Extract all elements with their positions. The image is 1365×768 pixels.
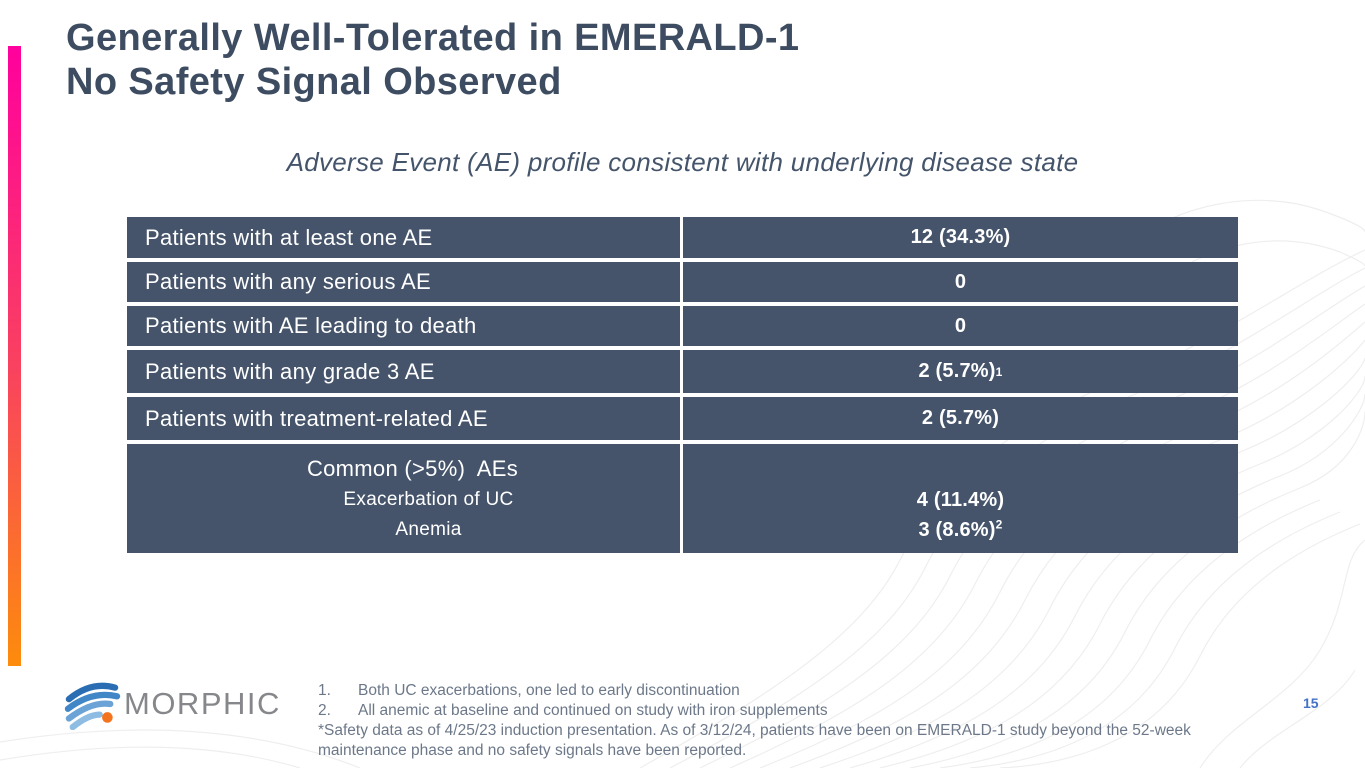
title-line-1: Generally Well-Tolerated in EMERALD-1	[66, 17, 800, 59]
value-text: 0	[954, 314, 967, 337]
table-row-common-aes: Common (>5%) AEs Exacerbation of UC Anem…	[127, 444, 1238, 553]
page-title: Generally Well-Tolerated in EMERALD-1 No…	[66, 16, 799, 104]
value-text: 3 (8.6%)	[918, 519, 996, 541]
morphic-wave-icon	[64, 682, 121, 730]
table-row: Patients with AE leading to death 0	[127, 306, 1238, 346]
adverse-events-table: Patients with at least one AE 12 (34.3%)…	[127, 217, 1238, 553]
table-row: Patients with treatment-related AE 2 (5.…	[127, 397, 1238, 440]
value-text: 0	[954, 270, 967, 293]
row-label: Common (>5%) AEs Exacerbation of UC Anem…	[127, 444, 680, 553]
common-aes-heading: Common (>5%) AEs	[306, 456, 519, 481]
row-value: 4 (11.4%) 3 (8.6%)2	[683, 444, 1238, 553]
row-value: 2 (5.7%)	[683, 397, 1238, 440]
safety-data-note: *Safety data as of 4/25/23 induction pre…	[318, 722, 1191, 759]
row-value: 12 (34.3%)	[683, 217, 1238, 258]
row-label: Patients with at least one AE	[127, 217, 680, 258]
footnote-number: 1.	[318, 682, 331, 699]
footnote-text: Both UC exacerbations, one led to early …	[358, 682, 740, 699]
row-value: 0	[683, 306, 1238, 346]
row-label: Patients with any grade 3 AE	[127, 350, 680, 393]
footnote-item: 2. All anemic at baseline and continued …	[318, 701, 1196, 721]
value-text: 2 (5.7%)	[921, 407, 1000, 429]
row-label: Patients with any serious AE	[127, 262, 680, 302]
subtitle: Adverse Event (AE) profile consistent wi…	[286, 147, 1079, 177]
logo-orange-dot	[102, 712, 113, 723]
table-row: Patients with any serious AE 0	[127, 262, 1238, 302]
row-value: 0	[683, 262, 1238, 302]
value-text: 2 (5.7%)	[918, 360, 996, 382]
morphic-wordmark: MORPHIC	[124, 686, 281, 721]
title-line-2: No Safety Signal Observed	[66, 61, 562, 103]
footnotes: 1. Both UC exacerbations, one led to ear…	[318, 681, 1196, 761]
common-ae-value: 3 (8.6%)2	[918, 515, 1002, 545]
common-ae-item: Anemia	[395, 519, 462, 540]
table-row: Patients with at least one AE 12 (34.3%)	[127, 217, 1238, 258]
value-text: 12 (34.3%)	[910, 226, 1011, 248]
footnote-text: All anemic at baseline and continued on …	[358, 702, 828, 719]
morphic-logo: MORPHIC	[62, 678, 281, 730]
value-text: 4 (11.4%)	[916, 489, 1005, 511]
footnote-item: 1. Both UC exacerbations, one led to ear…	[318, 681, 1196, 701]
accent-gradient-bar	[8, 46, 21, 666]
row-label: Patients with treatment-related AE	[127, 397, 680, 440]
row-label: Patients with AE leading to death	[127, 306, 680, 346]
page-number: 15	[1303, 695, 1319, 711]
footnote-number: 2.	[318, 702, 331, 719]
common-ae-item: Exacerbation of UC	[343, 489, 514, 510]
row-value: 2 (5.7%) 1	[683, 350, 1238, 393]
table-row: Patients with any grade 3 AE 2 (5.7%) 1	[127, 350, 1238, 393]
footnote-ref: 2	[995, 517, 1003, 532]
common-ae-value: 4 (11.4%)	[917, 485, 1004, 515]
